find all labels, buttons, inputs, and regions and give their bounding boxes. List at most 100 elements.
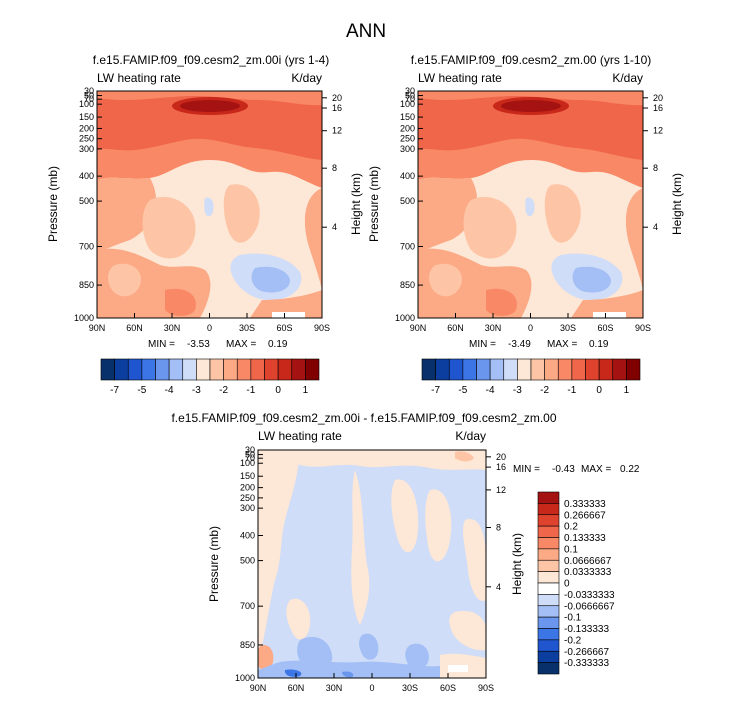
y-right-tick-label: 20 bbox=[496, 452, 506, 462]
x-tick-label: 90S bbox=[478, 683, 494, 693]
panel-2-max-value: 0.19 bbox=[589, 339, 609, 350]
panel-3-left-label: LW heating rate bbox=[258, 429, 342, 443]
panel-2-field bbox=[418, 91, 643, 318]
panel-1-right-label: K/day bbox=[291, 71, 322, 85]
colorbar-swatch bbox=[585, 358, 600, 381]
y-tick-label: 30 bbox=[245, 445, 255, 455]
y-right-tick-label: 4 bbox=[496, 582, 501, 592]
y-tick-label: 500 bbox=[79, 196, 94, 206]
panel-3-right-label: K/day bbox=[455, 429, 486, 443]
panel-1-min-label: MIN = bbox=[148, 339, 175, 350]
y-tick-label: 150 bbox=[240, 471, 255, 481]
y-tick-label: 70 bbox=[405, 94, 415, 104]
panel-3-x-ticks: 90N 60N 30N 0 30S 60S 90S bbox=[250, 673, 494, 693]
panel-3-field bbox=[258, 450, 486, 678]
colorbar-swatch bbox=[537, 628, 560, 641]
colorbar-label: -3 bbox=[192, 385, 201, 396]
colorbar-swatch bbox=[537, 525, 560, 538]
colorbar-label: -0.0333333 bbox=[564, 590, 615, 601]
y-tick-label: 500 bbox=[400, 196, 415, 206]
panel-2-right-label: K/day bbox=[612, 71, 643, 85]
colorbar-label: -7 bbox=[431, 385, 440, 396]
panel-1-left-label: LW heating rate bbox=[97, 71, 181, 85]
panel-1-ylabel-right: Height (km) bbox=[349, 173, 363, 235]
y-right-tick-label: 8 bbox=[332, 163, 337, 173]
panel-1-max-label: MAX = bbox=[226, 339, 256, 350]
panel-3-max-value: 0.22 bbox=[620, 464, 640, 475]
colorbar-label: 0 bbox=[596, 385, 602, 396]
panel-1-colorbar: -7 -5 -4 -3 -2 -1 0 1 bbox=[100, 358, 320, 396]
colorbar-swatch bbox=[435, 358, 450, 381]
panel-2-min-label: MIN = bbox=[469, 339, 496, 350]
colorbar-label: 0.0333333 bbox=[564, 567, 612, 578]
colorbar-label: -0.1 bbox=[564, 613, 582, 624]
colorbar-label: 0.0666667 bbox=[564, 556, 612, 567]
y-tick-label: 50 bbox=[405, 91, 415, 101]
y-tick-label: 100 bbox=[79, 99, 94, 109]
main-title: ANN bbox=[346, 21, 386, 42]
panel-1-min-value: -3.53 bbox=[187, 339, 210, 350]
panel-2-min-value: -3.49 bbox=[508, 339, 531, 350]
colorbar-label: -0.266667 bbox=[564, 647, 609, 658]
y-right-tick-label: 12 bbox=[653, 126, 663, 136]
colorbar-swatch bbox=[537, 514, 560, 527]
colorbar-swatch bbox=[537, 548, 560, 561]
colorbar-swatch bbox=[127, 358, 143, 381]
colorbar-label: -1 bbox=[567, 385, 576, 396]
y-tick-label: 400 bbox=[79, 171, 94, 181]
y-tick-label: 850 bbox=[400, 280, 415, 290]
x-tick-label: 30N bbox=[326, 683, 343, 693]
colorbar-swatch bbox=[537, 616, 560, 629]
y-tick-label: 50 bbox=[84, 91, 94, 101]
x-tick-label: 0 bbox=[528, 323, 533, 333]
colorbar-swatch bbox=[462, 358, 477, 381]
colorbar-swatch bbox=[537, 571, 560, 584]
colorbar-label: 0.133333 bbox=[564, 533, 606, 544]
x-tick-label: 90N bbox=[89, 323, 106, 333]
colorbar-label: -5 bbox=[137, 385, 146, 396]
x-tick-label: 60S bbox=[597, 323, 613, 333]
colorbar-label: -7 bbox=[110, 385, 119, 396]
colorbar-swatch bbox=[182, 358, 197, 381]
colorbar-swatch bbox=[503, 358, 518, 381]
panel-1: f.e15.FAMIP.f09_f09.cesm2_zm.00i (yrs 1-… bbox=[46, 53, 363, 396]
colorbar-label: -5 bbox=[458, 385, 467, 396]
panel-2-ylabel-right: Height (km) bbox=[670, 173, 684, 235]
y-right-tick-label: 8 bbox=[653, 163, 658, 173]
colorbar-swatch bbox=[489, 358, 505, 381]
colorbar-swatch bbox=[537, 503, 560, 516]
colorbar-swatch bbox=[476, 358, 491, 381]
x-tick-label: 90S bbox=[635, 323, 651, 333]
y-right-tick-label: 12 bbox=[332, 126, 342, 136]
colorbar-swatch bbox=[537, 594, 560, 607]
panel-1-max-value: 0.19 bbox=[268, 339, 288, 350]
y-right-tick-label: 16 bbox=[332, 103, 342, 113]
x-tick-label: 30N bbox=[485, 323, 502, 333]
panel-1-x-ticks: 90N 60N 30N 0 30S 60S 90S bbox=[89, 313, 330, 333]
colorbar-swatch bbox=[537, 662, 560, 675]
colorbar-swatch bbox=[612, 358, 627, 381]
colorbar-swatch bbox=[209, 358, 224, 381]
panel-3-title: f.e15.FAMIP.f09_f09.cesm2_zm.00i - f.e15… bbox=[171, 411, 556, 425]
colorbar-label: -2 bbox=[540, 385, 549, 396]
colorbar-swatch bbox=[517, 358, 532, 381]
y-tick-label: 850 bbox=[240, 640, 255, 650]
y-tick-label: 30 bbox=[405, 86, 415, 96]
y-right-tick-label: 4 bbox=[653, 222, 658, 232]
colorbar-swatch bbox=[236, 358, 252, 381]
y-right-tick-label: 12 bbox=[496, 485, 506, 495]
colorbar-swatch bbox=[537, 639, 560, 652]
colorbar-label: -1 bbox=[246, 385, 255, 396]
panel-2-left-label: LW heating rate bbox=[418, 71, 502, 85]
y-tick-label: 300 bbox=[400, 144, 415, 154]
panel-3-ylabel: Pressure (mb) bbox=[207, 526, 221, 602]
y-tick-label: 70 bbox=[245, 453, 255, 463]
colorbar-label: -0.2 bbox=[564, 635, 582, 646]
colorbar-label: 0.333333 bbox=[564, 499, 606, 510]
colorbar-label: -4 bbox=[486, 385, 495, 396]
colorbar-swatch bbox=[277, 358, 293, 381]
colorbar-swatch bbox=[448, 358, 464, 381]
x-tick-label: 60N bbox=[126, 323, 143, 333]
